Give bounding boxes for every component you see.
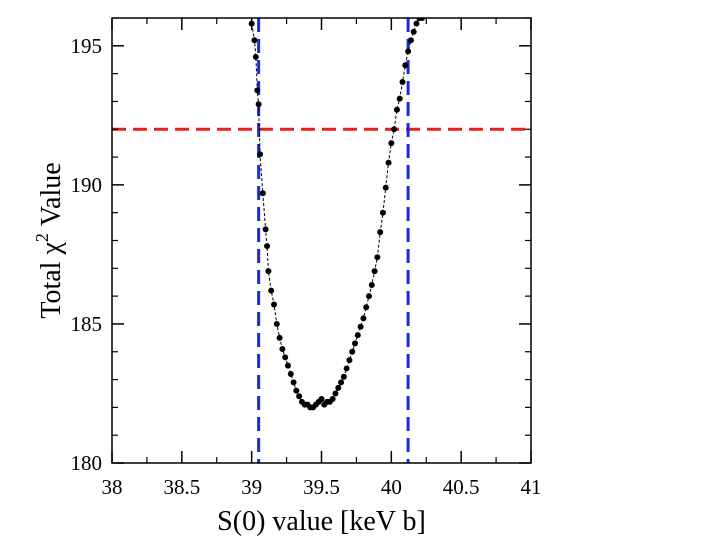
y-tick-label: 195	[71, 34, 103, 58]
data-point	[357, 323, 364, 330]
data-point	[343, 365, 350, 372]
data-point	[385, 159, 392, 166]
data-point	[287, 371, 294, 377]
data-point	[363, 304, 370, 311]
data-point	[360, 315, 367, 322]
x-tick-label: 41	[521, 475, 542, 499]
y-tick-label: 190	[71, 173, 103, 197]
data-point	[252, 53, 259, 60]
data-point	[396, 95, 403, 102]
data-point	[255, 101, 262, 108]
data-point	[293, 387, 300, 394]
data-point	[276, 334, 283, 341]
data-point	[259, 190, 266, 197]
y-tick-label: 180	[71, 451, 103, 475]
data-point	[282, 354, 289, 361]
data-point	[262, 226, 269, 233]
x-tick-label: 39.5	[303, 475, 340, 499]
data-point	[284, 362, 291, 369]
data-point	[368, 282, 375, 288]
data-point	[407, 37, 414, 44]
data-point	[265, 268, 272, 275]
data-point	[371, 268, 378, 275]
y-tick-label: 185	[71, 312, 103, 336]
data-point	[365, 293, 372, 300]
data-point	[271, 301, 278, 308]
data-point	[257, 151, 264, 158]
data-point	[377, 229, 384, 236]
data-point	[402, 62, 409, 69]
data-point	[318, 396, 325, 403]
x-tick-label: 40	[381, 475, 402, 499]
y-axis-title-symbol: χ	[36, 242, 67, 256]
data-point	[346, 357, 353, 364]
data-point	[340, 373, 347, 380]
data-point	[290, 379, 297, 386]
data-point	[405, 48, 412, 55]
x-tick-label: 38.5	[163, 475, 200, 499]
data-point	[393, 106, 400, 113]
y-axis-title-superscript: 2	[32, 233, 52, 242]
data-point	[349, 348, 356, 355]
data-point	[379, 209, 386, 216]
x-axis-title: S(0) value [keV b]	[217, 506, 426, 537]
y-axis-title-prefix: Total	[36, 255, 67, 319]
data-point	[264, 243, 271, 250]
data-point	[279, 345, 286, 352]
data-point	[388, 140, 395, 147]
data-point	[335, 384, 342, 391]
data-point	[296, 393, 303, 400]
data-point	[268, 287, 275, 294]
data-point	[399, 78, 406, 85]
data-point	[382, 184, 389, 191]
data-point	[410, 28, 417, 35]
data-point	[254, 87, 261, 94]
data-point	[338, 379, 345, 386]
x-tick-label: 39	[241, 475, 262, 499]
data-point	[273, 320, 280, 327]
data-series	[248, 18, 426, 411]
data-point	[374, 254, 381, 261]
x-tick-label: 38	[102, 475, 123, 499]
data-point	[354, 332, 361, 339]
y-axis: 180 185 190 195	[71, 17, 531, 475]
x-axis: 38 38.5 39 39.5 40 40.5 41	[102, 18, 542, 499]
data-point	[413, 20, 420, 27]
data-point	[329, 396, 336, 403]
data-point	[391, 126, 398, 133]
data-point	[332, 390, 339, 397]
data-point	[251, 37, 258, 44]
series-line	[251, 18, 423, 408]
data-point	[352, 340, 359, 347]
x-tick-label: 40.5	[443, 475, 480, 499]
y-axis-title: Total χ2 Value	[32, 162, 67, 318]
y-axis-title-suffix: Value	[36, 162, 67, 233]
